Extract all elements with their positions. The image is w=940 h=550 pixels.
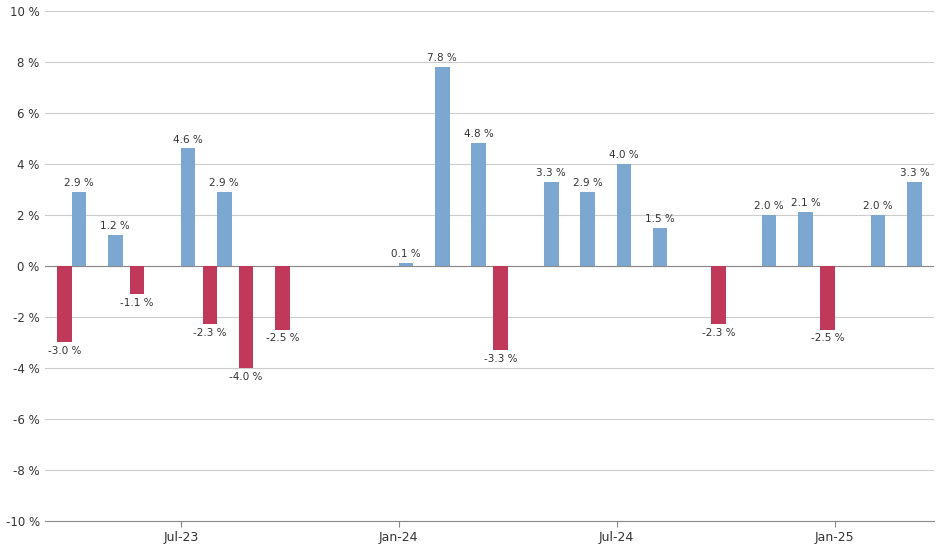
Bar <box>907 182 922 266</box>
Text: -2.5 %: -2.5 % <box>810 333 844 343</box>
Bar <box>275 266 290 329</box>
Text: 2.9 %: 2.9 % <box>210 178 239 188</box>
Text: -2.5 %: -2.5 % <box>266 333 299 343</box>
Text: 3.3 %: 3.3 % <box>900 168 930 178</box>
Text: 4.0 %: 4.0 % <box>609 150 638 160</box>
Text: -3.0 %: -3.0 % <box>48 346 81 356</box>
Text: 3.3 %: 3.3 % <box>537 168 566 178</box>
Bar <box>762 214 776 266</box>
Bar <box>180 148 196 266</box>
Text: -4.0 %: -4.0 % <box>229 372 263 382</box>
Bar <box>471 144 486 266</box>
Text: -2.3 %: -2.3 % <box>193 328 227 338</box>
Bar <box>57 266 71 342</box>
Text: 1.2 %: 1.2 % <box>101 221 131 232</box>
Text: 2.9 %: 2.9 % <box>64 178 94 188</box>
Text: 2.1 %: 2.1 % <box>791 199 821 208</box>
Bar <box>711 266 726 324</box>
Text: 1.5 %: 1.5 % <box>646 214 675 224</box>
Text: 4.8 %: 4.8 % <box>463 129 494 140</box>
Bar <box>494 266 508 350</box>
Text: 0.1 %: 0.1 % <box>391 249 421 260</box>
Text: 2.9 %: 2.9 % <box>572 178 603 188</box>
Text: 4.6 %: 4.6 % <box>173 135 203 145</box>
Bar <box>217 192 231 266</box>
Bar <box>580 192 595 266</box>
Bar <box>653 228 667 266</box>
Bar <box>130 266 145 294</box>
Bar <box>435 67 449 266</box>
Bar <box>617 164 631 266</box>
Bar <box>820 266 835 329</box>
Bar <box>544 182 558 266</box>
Bar <box>870 214 885 266</box>
Bar <box>399 263 414 266</box>
Text: 7.8 %: 7.8 % <box>428 53 457 63</box>
Text: -3.3 %: -3.3 % <box>484 354 517 364</box>
Bar <box>108 235 122 266</box>
Text: -2.3 %: -2.3 % <box>701 328 735 338</box>
Text: 2.0 %: 2.0 % <box>863 201 893 211</box>
Bar <box>202 266 217 324</box>
Text: -1.1 %: -1.1 % <box>120 298 154 307</box>
Bar <box>798 212 813 266</box>
Bar <box>71 192 86 266</box>
Bar <box>239 266 254 368</box>
Text: 2.0 %: 2.0 % <box>755 201 784 211</box>
